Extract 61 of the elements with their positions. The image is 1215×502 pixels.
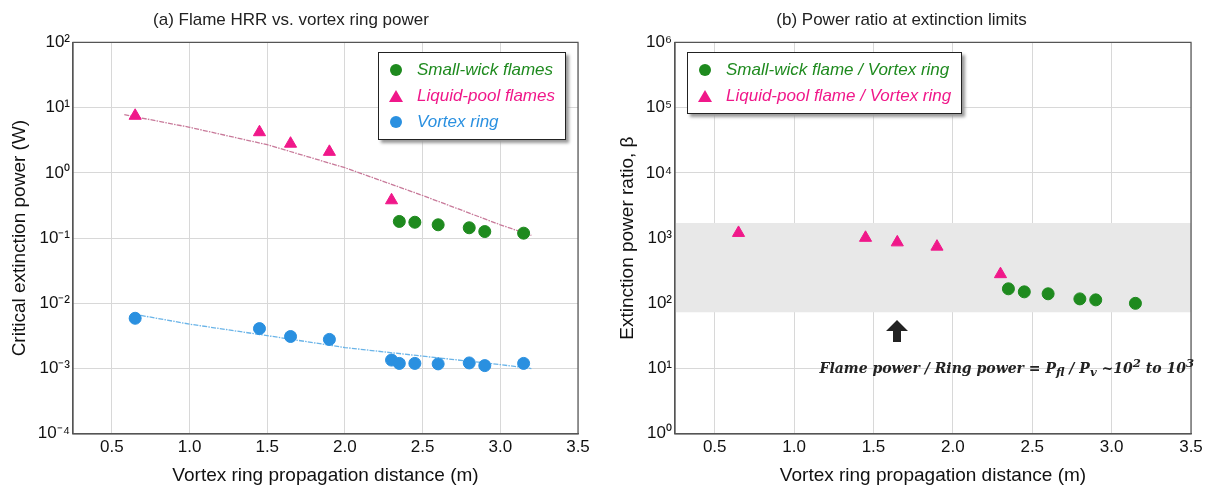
x-tick-label: 3.0 <box>1099 436 1124 456</box>
point <box>478 225 492 239</box>
legend-label: Vortex ring <box>417 112 499 133</box>
x-tick-label: 2.0 <box>941 436 965 456</box>
x-tick-label: 3.5 <box>1179 436 1203 456</box>
legend-label: Liquid-pool flame / Vortex ring <box>726 86 952 107</box>
x-tick-label: 2.5 <box>1020 436 1045 456</box>
y-axis-title: Critical extinction power (W) <box>7 119 29 357</box>
legend-label: Small-wick flame / Vortex ring <box>726 60 950 81</box>
point <box>284 330 298 344</box>
point <box>462 356 476 370</box>
y-tick-label: 10¹ <box>45 97 71 117</box>
y-tick-label: 10³ <box>647 227 673 247</box>
y-tick-label: 10⁴ <box>645 162 673 182</box>
y-tick-label: 10² <box>45 32 71 52</box>
point <box>128 108 142 120</box>
point <box>408 215 422 229</box>
y-axis-title: Extinction power ratio, β <box>615 136 637 340</box>
point <box>252 124 267 137</box>
x-tick-label: 1.0 <box>782 436 806 456</box>
x-tick-label: 3.0 <box>488 436 513 456</box>
annotation: Flame power / Ring power = P$_{fl}$ / P$_{v}$ ~10$^{2}$ to 10$^{3}$ <box>819 355 1195 379</box>
point <box>408 356 422 370</box>
x-axis-title: Vortex ring propagation distance (m) <box>779 463 1087 485</box>
y-tick-label: 10⁰ <box>647 423 673 443</box>
x-tick-label: 3.5 <box>566 436 590 456</box>
chart-title: (a) Flame HRR vs. vortex ring power <box>153 9 430 29</box>
point <box>392 214 406 228</box>
x-tick-label: 0.5 <box>100 436 124 456</box>
point <box>517 226 531 240</box>
point <box>392 356 406 370</box>
x-tick-label: 1.5 <box>255 436 280 456</box>
y-tick-label: 10⁻² <box>39 293 71 313</box>
point <box>431 357 445 371</box>
point <box>384 192 399 205</box>
point <box>128 311 142 325</box>
point <box>462 221 476 235</box>
y-tick-label: 10¹ <box>647 358 673 378</box>
point <box>283 136 298 148</box>
y-tick-label: 10⁰ <box>45 162 71 182</box>
chart-title: (b) Power ratio at extinction limits <box>776 9 1027 29</box>
point <box>322 332 336 346</box>
x-axis-title: Vortex ring propagation distance (m) <box>172 463 479 485</box>
point <box>431 218 445 232</box>
point <box>478 359 492 373</box>
point <box>517 356 531 370</box>
point <box>322 144 336 156</box>
legend-label: Liquid-pool flames <box>417 86 555 107</box>
y-tick-label: 10⁶ <box>646 32 673 52</box>
x-tick-label: 1.0 <box>177 436 202 456</box>
x-tick-label: 2.5 <box>410 436 435 456</box>
y-tick-label: 10² <box>647 293 673 313</box>
y-tick-label: 10⁻⁴ <box>37 423 71 443</box>
y-tick-label: 10⁵ <box>646 97 673 117</box>
y-tick-label: 10⁻¹ <box>39 227 71 247</box>
legend-label: Small-wick flames <box>417 60 554 81</box>
y-tick-label: 10⁻³ <box>39 358 71 378</box>
x-tick-label: 0.5 <box>702 436 727 456</box>
x-tick-label: 2.0 <box>333 436 357 456</box>
point <box>252 322 266 336</box>
x-tick-label: 1.5 <box>861 436 886 456</box>
